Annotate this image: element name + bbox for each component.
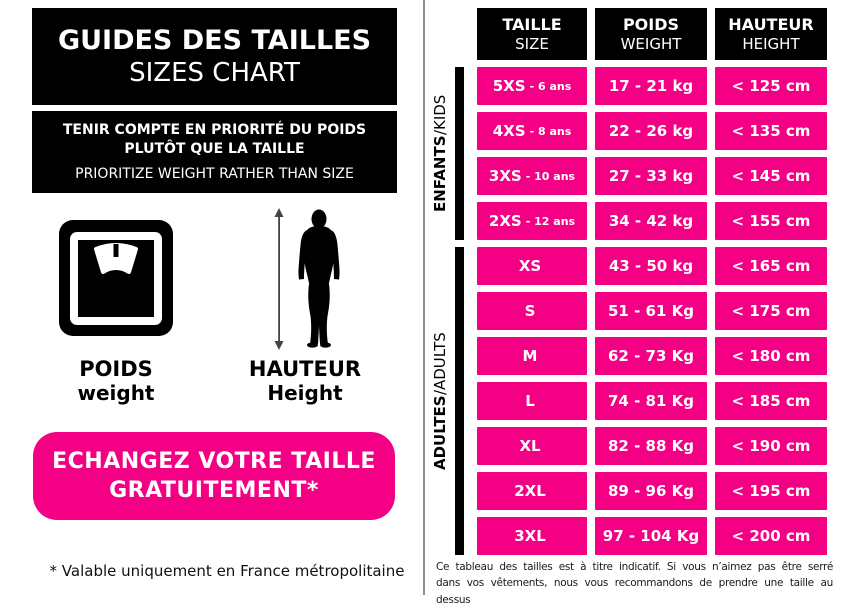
adults-group-label: ADULTES / ADULTS bbox=[428, 247, 452, 555]
exchange-size-button[interactable]: ECHANGEZ VOTRE TAILLE GRATUITEMENT* bbox=[33, 432, 395, 520]
kids-group-label-fr: ENFANTS bbox=[431, 135, 449, 212]
size-value: 3XL bbox=[514, 527, 546, 545]
priority-note-box: TENIR COMPTE EN PRIORITÉ DU POIDS PLUTÔT… bbox=[32, 111, 397, 193]
size-age-suffix: - 8 ans bbox=[529, 124, 572, 138]
size-cell: S bbox=[477, 292, 587, 330]
person-height-arrow-icon bbox=[274, 208, 340, 350]
size-value: 2XS bbox=[488, 212, 522, 230]
kids-group-label-en: KIDS bbox=[431, 95, 449, 131]
size-value: M bbox=[522, 347, 538, 365]
size-value: XL bbox=[519, 437, 541, 455]
size-age-suffix: - 12 ans bbox=[525, 214, 576, 228]
table-header-weight: POIDS WEIGHT bbox=[595, 8, 707, 60]
note-line-fr-1: TENIR COMPTE EN PRIORITÉ DU POIDS bbox=[62, 122, 367, 138]
size-cell: 3XL bbox=[477, 517, 587, 555]
size-cell: XL bbox=[477, 427, 587, 465]
table-header-height-fr: HAUTEUR bbox=[728, 15, 814, 34]
exchange-size-button-line2: GRATUITEMENT* bbox=[109, 478, 319, 503]
adults-group-label-sep: / bbox=[431, 390, 449, 396]
height-label-en: Height bbox=[267, 381, 343, 405]
weight-cell: 22 - 26 kg bbox=[595, 112, 707, 150]
adults-group-label-fr: ADULTES bbox=[431, 395, 449, 470]
table-header-weight-en: WEIGHT bbox=[620, 35, 682, 53]
note-line-en: PRIORITIZE WEIGHT RATHER THAN SIZE bbox=[75, 166, 354, 182]
exchange-size-button-line1: ECHANGEZ VOTRE TAILLE bbox=[52, 449, 376, 474]
height-label: HAUTEUR Height bbox=[240, 357, 370, 406]
height-cell: < 125 cm bbox=[715, 67, 827, 105]
size-value: 3XS bbox=[488, 167, 522, 185]
table-header-size: TAILLE SIZE bbox=[477, 8, 587, 60]
size-value: S bbox=[524, 302, 536, 320]
weight-cell: 27 - 33 kg bbox=[595, 157, 707, 195]
height-cell: < 165 cm bbox=[715, 247, 827, 285]
france-footnote: * Valable uniquement en France métropoli… bbox=[49, 562, 405, 580]
kids-group-bar bbox=[455, 67, 464, 240]
weight-label-en: weight bbox=[77, 381, 155, 405]
man-silhouette bbox=[298, 209, 340, 348]
size-value: XS bbox=[518, 257, 542, 275]
size-cell: M bbox=[477, 337, 587, 375]
height-label-fr: HAUTEUR bbox=[248, 357, 362, 381]
divider-line bbox=[423, 0, 425, 595]
table-disclaimer-line1: Ce tableau des tailles est à titre indic… bbox=[436, 561, 833, 573]
page-subtitle: SIZES CHART bbox=[129, 57, 300, 88]
size-cell: 5XS - 6 ans bbox=[477, 67, 587, 105]
weight-cell: 74 - 81 Kg bbox=[595, 382, 707, 420]
weight-cell: 17 - 21 kg bbox=[595, 67, 707, 105]
size-cell: L bbox=[477, 382, 587, 420]
weight-label: POIDS weight bbox=[51, 357, 181, 406]
size-cell: 2XS - 12 ans bbox=[477, 202, 587, 240]
table-disclaimer: Ce tableau des tailles est à titre indic… bbox=[436, 559, 833, 608]
page-title: GUIDES DES TAILLES bbox=[57, 25, 372, 57]
weight-cell: 89 - 96 Kg bbox=[595, 472, 707, 510]
size-value: 4XS bbox=[492, 122, 526, 140]
adults-group-bar bbox=[455, 247, 464, 555]
note-line-fr-2: PLUTÔT QUE LA TAILLE bbox=[124, 141, 305, 157]
size-cell: 4XS - 8 ans bbox=[477, 112, 587, 150]
weight-cell: 51 - 61 Kg bbox=[595, 292, 707, 330]
height-cell: < 190 cm bbox=[715, 427, 827, 465]
height-cell: < 180 cm bbox=[715, 337, 827, 375]
size-cell: XS bbox=[477, 247, 587, 285]
height-arrow bbox=[274, 208, 284, 350]
height-cell: < 155 cm bbox=[715, 202, 827, 240]
height-cell: < 195 cm bbox=[715, 472, 827, 510]
weight-cell: 43 - 50 kg bbox=[595, 247, 707, 285]
table-header-size-fr: TAILLE bbox=[502, 15, 562, 34]
height-cell: < 145 cm bbox=[715, 157, 827, 195]
size-value: L bbox=[525, 392, 535, 410]
size-age-suffix: - 6 ans bbox=[529, 79, 572, 93]
height-cell: < 200 cm bbox=[715, 517, 827, 555]
table-disclaimer-line2: dans vos vêtements, nous vous recommando… bbox=[436, 577, 833, 606]
weight-cell: 97 - 104 Kg bbox=[595, 517, 707, 555]
weight-cell: 62 - 73 Kg bbox=[595, 337, 707, 375]
size-value: 5XS bbox=[492, 77, 526, 95]
size-table: TAILLE SIZE POIDS WEIGHT HAUTEUR HEIGHT … bbox=[477, 8, 827, 555]
height-cell: < 185 cm bbox=[715, 382, 827, 420]
weight-label-fr: POIDS bbox=[79, 357, 153, 381]
size-value: 2XL bbox=[514, 482, 546, 500]
height-cell: < 175 cm bbox=[715, 292, 827, 330]
height-cell: < 135 cm bbox=[715, 112, 827, 150]
table-header-height: HAUTEUR HEIGHT bbox=[715, 8, 827, 60]
kids-group-label-sep: / bbox=[431, 130, 449, 136]
kids-group-label: ENFANTS / KIDS bbox=[428, 67, 452, 240]
table-header-size-en: SIZE bbox=[515, 35, 549, 53]
table-header-weight-fr: POIDS bbox=[622, 15, 680, 34]
size-cell: 2XL bbox=[477, 472, 587, 510]
size-age-suffix: - 10 ans bbox=[525, 169, 576, 183]
size-guide-infographic: { "colors": { "pink": "#F40084", "black"… bbox=[32, 0, 833, 606]
weight-cell: 82 - 88 Kg bbox=[595, 427, 707, 465]
title-box: GUIDES DES TAILLES SIZES CHART bbox=[32, 8, 397, 105]
weight-cell: 34 - 42 kg bbox=[595, 202, 707, 240]
table-header-height-en: HEIGHT bbox=[742, 35, 800, 53]
size-cell: 3XS - 10 ans bbox=[477, 157, 587, 195]
bathroom-scale-icon bbox=[59, 220, 173, 336]
adults-group-label-en: ADULTS bbox=[431, 332, 449, 391]
